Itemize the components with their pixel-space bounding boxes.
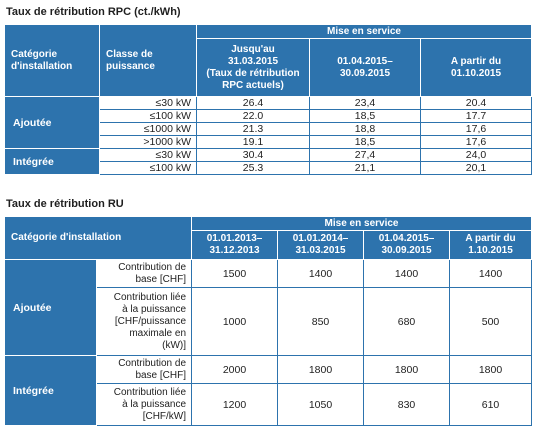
- rpc-value: 21.3: [196, 122, 310, 136]
- rpc-table-title: Taux de rétribution RPC (ct./kWh): [6, 6, 181, 18]
- ru-header-period-1: 01.01.2013– 31.12.2013: [191, 230, 279, 260]
- rpc-class: ≤100 kW: [99, 109, 197, 123]
- rpc-class: ≤1000 kW: [99, 122, 197, 136]
- ru-value: 1000: [191, 287, 279, 356]
- rpc-value: 23,4: [309, 96, 421, 110]
- table-row: Ajoutée Contribution de base [CHF] 1500 …: [4, 259, 533, 356]
- ru-value: 1800: [363, 355, 451, 384]
- ru-value: 1800: [277, 355, 365, 384]
- rpc-value: 27,4: [309, 148, 421, 162]
- rpc-category-integree: Intégrée: [4, 148, 100, 175]
- table-row: Contribution liée à la puissance [CHF/pu…: [5, 287, 533, 356]
- ru-category-ajoutee: Ajoutée: [4, 259, 97, 356]
- table-row: ≤100 kW 22.0 18,5 17.7: [5, 109, 533, 123]
- rpc-value: 20,1: [419, 161, 533, 175]
- rpc-header-period-3: A partir du 01.10.2015: [419, 38, 533, 97]
- rpc-value: 20.4: [419, 96, 533, 110]
- ru-row-label: Contribution liée à la puissance [CHF/pu…: [95, 287, 193, 356]
- rpc-value: 17.7: [419, 109, 533, 123]
- rpc-class: ≤30 kW: [99, 96, 197, 110]
- ru-value: 1200: [191, 383, 279, 426]
- rpc-value: 17,6: [419, 122, 533, 136]
- rpc-class: >1000 kW: [99, 135, 197, 149]
- table-row: ≤100 kW 25.3 21,1 20,1: [5, 161, 533, 175]
- rpc-value: 26.4: [196, 96, 310, 110]
- rpc-class: ≤30 kW: [99, 148, 197, 162]
- ru-table-title: Taux de rétribution RU: [6, 198, 124, 210]
- ru-value: 1400: [363, 259, 451, 288]
- rpc-header-period-2: 01.04.2015– 30.09.2015: [309, 38, 421, 97]
- ru-header-period-4: A partir du 1.10.2015: [449, 230, 533, 260]
- ru-value: 2000: [191, 355, 279, 384]
- rpc-value: 17,6: [419, 135, 533, 149]
- rpc-value: 25.3: [196, 161, 310, 175]
- ru-value: 500: [449, 287, 533, 356]
- table-row: Contribution liée à la puissance [CHF/kW…: [5, 383, 533, 426]
- rpc-value: 18,5: [309, 135, 421, 149]
- rpc-value: 18,5: [309, 109, 421, 123]
- ru-header-period-2: 01.01.2014– 31.03.2015: [277, 230, 365, 260]
- table-row: Ajoutée ≤30 kW 26.4 23,4 20.4: [4, 96, 533, 149]
- ru-row-label: Contribution de base [CHF]: [95, 259, 193, 288]
- ru-value: 1050: [277, 383, 365, 426]
- ru-value: 680: [363, 287, 451, 356]
- ru-row-label: Contribution de base [CHF]: [95, 355, 193, 384]
- ru-value: 1400: [277, 259, 365, 288]
- table-row: Intégrée ≤30 kW 30.4 27,4 24,0: [4, 148, 533, 175]
- rpc-header-period-1: Jusqu'au 31.03.2015 (Taux de rétribution…: [196, 38, 310, 97]
- table-row: >1000 kW 19.1 18,5 17,6: [5, 135, 533, 149]
- ru-table: Catégorie d'installation Mise en service…: [3, 216, 533, 426]
- rpc-header-group: Mise en service: [195, 24, 533, 39]
- rpc-value: 21,1: [309, 161, 421, 175]
- rpc-category-ajoutee: Ajoutée: [4, 96, 100, 149]
- ru-value: 610: [449, 383, 533, 426]
- ru-value: 1400: [449, 259, 533, 288]
- ru-header-period-3: 01.04.2015– 30.09.2015: [363, 230, 451, 260]
- ru-header-group: Mise en service: [191, 216, 533, 231]
- ru-value: 1800: [449, 355, 533, 384]
- table-row: Intégrée Contribution de base [CHF] 2000…: [4, 355, 533, 426]
- rpc-value: 30.4: [196, 148, 310, 162]
- rpc-class: ≤100 kW: [99, 161, 197, 175]
- rpc-table: Catégorie d'installation Classe de puiss…: [4, 24, 533, 175]
- ru-header-category: Catégorie d'installation: [3, 216, 193, 260]
- ru-value: 830: [363, 383, 451, 426]
- rpc-value: 22.0: [196, 109, 310, 123]
- rpc-header-class: Classe de puissance: [99, 24, 197, 97]
- rpc-header-category: Catégorie d'installation: [4, 24, 100, 97]
- ru-value: 1500: [191, 259, 279, 288]
- rpc-value: 24,0: [419, 148, 533, 162]
- rpc-value: 19.1: [196, 135, 310, 149]
- rpc-value: 18,8: [309, 122, 421, 136]
- ru-category-integree: Intégrée: [4, 355, 97, 426]
- ru-row-label: Contribution liée à la puissance [CHF/kW…: [95, 383, 193, 426]
- ru-value: 850: [277, 287, 365, 356]
